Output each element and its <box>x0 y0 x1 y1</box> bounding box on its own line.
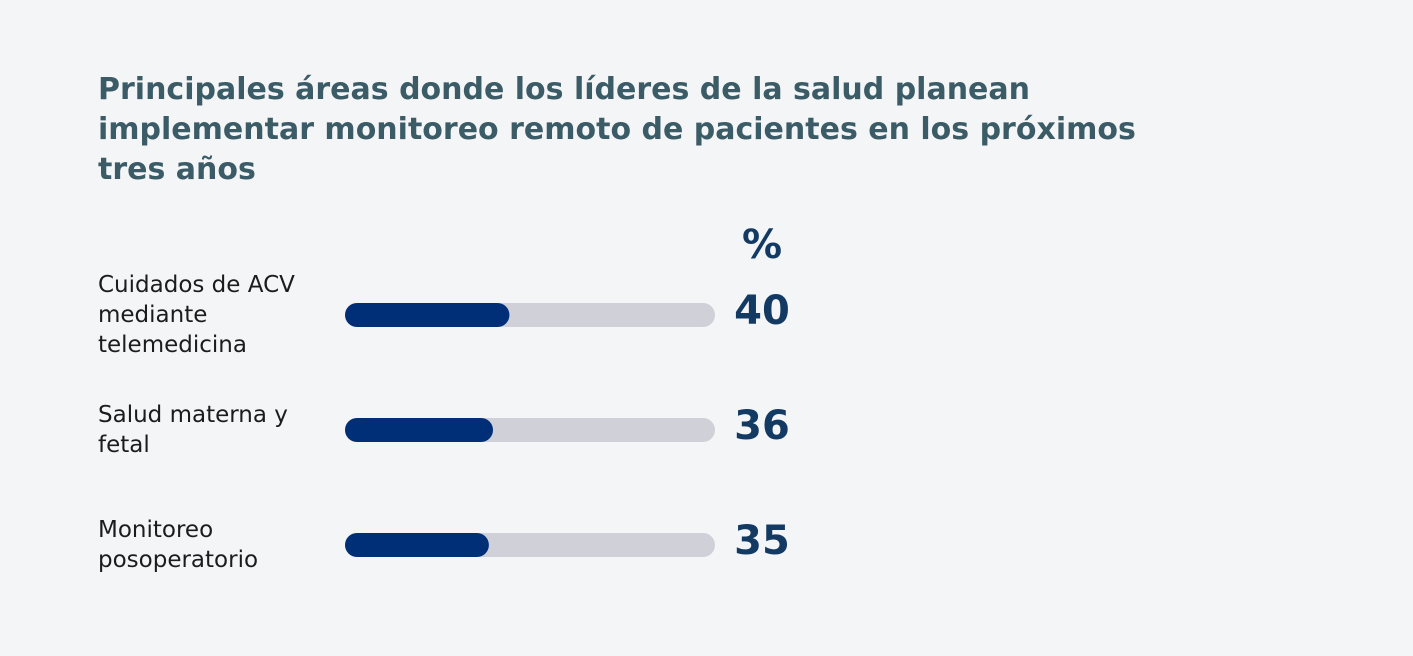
category-label: Monitoreo posoperatorio <box>98 517 259 573</box>
bar <box>345 303 510 327</box>
value-label: 36 <box>734 403 790 449</box>
chart-title: Principales áreas donde los líderes de l… <box>98 72 1136 187</box>
value-label: 40 <box>734 288 790 334</box>
category-label: Cuidados de ACV mediante telemedicina <box>98 272 295 358</box>
bar <box>345 533 489 557</box>
category-label: Salud materna y fetal <box>98 402 288 458</box>
value-label: 35 <box>734 518 790 564</box>
bar <box>345 418 493 442</box>
unit-label: % <box>741 222 783 268</box>
